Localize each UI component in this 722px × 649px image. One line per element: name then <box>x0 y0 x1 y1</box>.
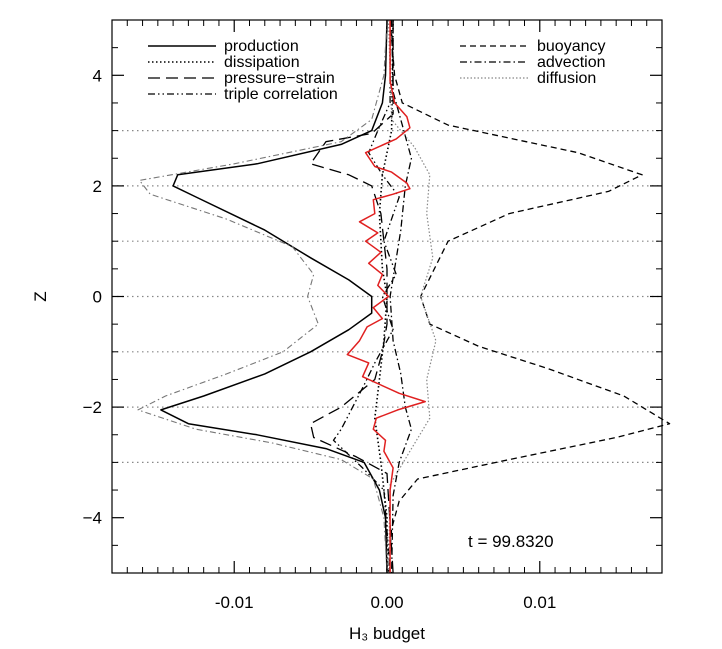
y-tick-label: 4 <box>93 66 102 85</box>
legend-label: diffusion <box>537 70 596 87</box>
legend: productiondissipationpressure−straintrip… <box>148 38 606 103</box>
tick-labels: −4 −2 0 2 4 -0.01 0.00 0.01 <box>83 66 557 612</box>
reference-lines <box>112 130 662 463</box>
series-line-triple-correlation <box>332 20 400 574</box>
x-tick-label: 0.00 <box>370 593 403 612</box>
x-tick-label: 0.01 <box>523 593 556 612</box>
legend-label: pressure−strain <box>224 70 335 87</box>
legend-label: production <box>224 38 299 55</box>
series-line-diffusion <box>387 19 437 574</box>
axis-ticks <box>111 19 663 574</box>
y-tick-label: 2 <box>93 177 102 196</box>
series-line-production <box>160 19 388 574</box>
series-line-buoyancy <box>387 19 671 574</box>
legend-label: triple correlation <box>224 86 338 103</box>
series-line-unlabeled-8 <box>346 20 426 573</box>
y-tick-label: −2 <box>83 398 102 417</box>
legend-label: dissipation <box>224 54 300 71</box>
y-tick-label: 0 <box>93 288 102 307</box>
series-line-pressure-strain <box>309 20 394 574</box>
x-tick-label: -0.01 <box>215 593 254 612</box>
legend-label: buoyancy <box>537 38 606 55</box>
time-annotation: t = 99.8320 <box>468 532 554 551</box>
y-tick-label: −4 <box>83 509 102 528</box>
series-layer <box>137 19 671 574</box>
x-axis-label: H₃ budget <box>349 624 425 643</box>
series-line-advection <box>389 19 413 574</box>
y-axis-label: Z <box>31 291 50 301</box>
legend-label: advection <box>537 54 606 71</box>
series-line-unlabeled-7 <box>137 19 388 574</box>
series-line-dissipation <box>374 19 394 573</box>
